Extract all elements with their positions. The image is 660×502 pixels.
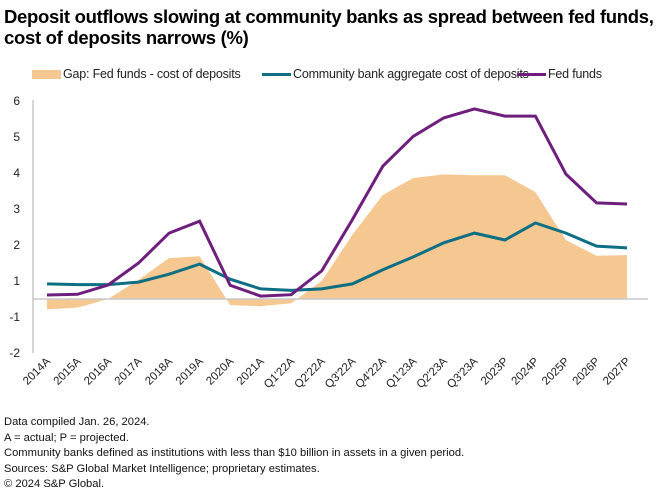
legend-item-fed-funds: Fed funds [517,64,602,84]
chart-title: Deposit outflows slowing at community ba… [4,6,660,48]
x-tick-label: 2027P [601,355,633,387]
y-tick-label: 4 [13,166,20,180]
legend-swatch-fed-funds [517,72,546,76]
footnote-copyright: © 2024 S&P Global. [4,478,105,491]
y-tick-label: -2 [9,346,20,360]
footnote-sources: Sources: S&P Global Market Intelligence;… [4,462,320,475]
x-tick-label: Q1'22A [262,355,298,391]
chart-title-line-1: Deposit outflows slowing at community ba… [4,6,654,27]
x-tick-label: Q1'23A [384,355,420,391]
y-tick-labels: 6 5 4 3 2 1 -1 -2 [9,94,20,360]
legend: Gap: Fed funds - cost of deposits Commun… [0,64,660,84]
x-tick-label: 2014A [21,355,53,387]
x-tick-label: 2016A [82,355,114,387]
y-tick-label: 6 [13,94,20,108]
legend-swatch-gap [32,69,61,79]
x-tick-label: Q3'22A [323,355,359,391]
x-tick-label: Q3'23A [445,355,481,391]
x-tick-label: 2024P [510,355,542,387]
line-series-layer [46,107,628,298]
x-tick-label: 2019A [174,355,206,387]
y-tick-label: 2 [13,238,20,252]
x-tick-label: 2026P [571,355,603,387]
x-tick-label: 2020A [204,355,236,387]
footnote-data-compiled: Data compiled Jan. 26, 2024. [4,416,150,428]
y-tick-label: 5 [13,130,20,144]
chart-title-line-2: cost of deposits narrows (%) [4,27,249,48]
x-tick-label: Q4'22A [354,355,390,391]
series-line-fed-funds [46,107,628,298]
legend-swatch-cost-of-deposits [262,72,291,76]
y-tick-label: 3 [13,202,20,216]
footnote-legend-key: A = actual; P = projected. [4,431,129,444]
legend-label-fed-funds: Fed funds [548,67,602,81]
series-line-community-bank-aggregate-cost-of-deposits [46,221,628,292]
x-tick-label: 2017A [113,355,145,387]
x-tick-label: 2015A [52,355,84,387]
x-tick-labels: 2014A2015A2016A2017A2018A2019A2020A2021A… [21,355,633,391]
x-tick-label: 2023P [479,355,511,387]
gap-area-layer [47,174,627,310]
x-tick-label: Q2'23A [415,355,451,391]
y-tick-label: -1 [9,310,20,324]
footnotes: Data compiled Jan. 26, 2024. A = actual;… [4,415,464,493]
legend-item-gap: Gap: Fed funds - cost of deposits [32,64,241,84]
x-tick-label: Q2'22A [293,355,329,391]
legend-item-cost-of-deposits: Community bank aggregate cost of deposit… [262,64,529,84]
y-tick-label: 1 [13,274,20,288]
footnote-definition: Community banks defined as institutions … [4,447,465,460]
legend-label-gap: Gap: Fed funds - cost of deposits [63,67,241,81]
gap-area [47,174,627,310]
legend-label-cost-of-deposits: Community bank aggregate cost of deposit… [293,67,529,81]
x-tick-label: 2025P [540,355,572,387]
x-tick-label: 2018A [143,355,175,387]
